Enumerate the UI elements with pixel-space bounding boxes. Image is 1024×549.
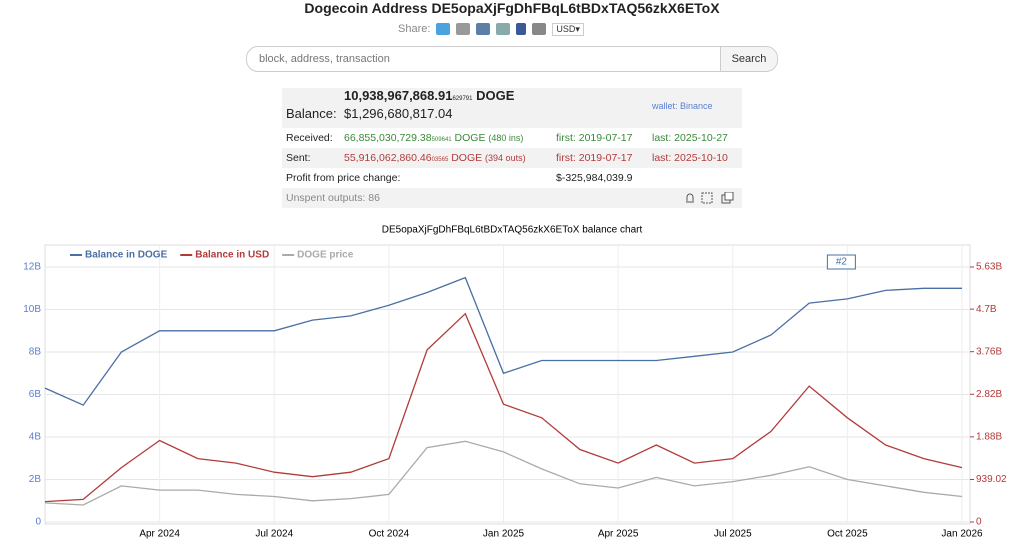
count: (394 outs) xyxy=(485,153,526,163)
share-bar: Share: USD▾ xyxy=(398,22,584,36)
profit-value: $-325,984,039.9 xyxy=(556,172,633,184)
search-placeholder: block, address, transaction xyxy=(259,53,390,65)
amount-small: 03565 xyxy=(431,157,449,163)
y-tick-label: 12B xyxy=(23,262,41,273)
x-tick-label: Apr 2024 xyxy=(139,529,180,540)
y-tick-label: 6B xyxy=(29,389,42,400)
x-tick-label: Jul 2024 xyxy=(255,529,293,540)
series-line xyxy=(44,276,962,406)
annotation-box xyxy=(826,254,856,270)
currency-select[interactable]: USD▾ xyxy=(552,22,584,36)
page-title: Dogecoin Address DE5opaXjFgDhFBqL6tBDxTA… xyxy=(304,0,720,16)
balance-chart: DE5opaXjFgDhFBqL6tBDxTAQ56zkX6EToX balan… xyxy=(23,225,1007,540)
received-row: Received: 66,855,030,729.38509641 DOGE (… xyxy=(282,128,742,148)
share-icons[interactable] xyxy=(436,22,547,36)
balance-small: 629791 xyxy=(452,96,473,102)
legend-label: Balance in DOGE xyxy=(85,250,168,261)
y2-tick-label: 0 xyxy=(976,517,982,528)
search-button[interactable]: Search xyxy=(720,47,777,71)
received-first: first: 2019-07-17 xyxy=(556,132,633,144)
y2-tick-label: 3.76B xyxy=(976,346,1002,357)
sent-row: Sent: 55,916,062,860.4603565 DOGE (394 o… xyxy=(282,148,742,168)
sent-amount: 55,916,062,860.4603565 DOGE (394 outs) xyxy=(344,148,526,170)
balance-usd: $1,296,680,817.04 xyxy=(344,106,453,121)
x-tick-label: Apr 2025 xyxy=(598,529,639,540)
balance-row: 10,938,967,868.91629791 DOGE Balance: $1… xyxy=(282,88,742,128)
unit: DOGE xyxy=(454,132,486,144)
received-last: last: 2025-10-27 xyxy=(652,132,728,144)
amount: 66,855,030,729.38 xyxy=(344,132,432,144)
y-tick-label: 4B xyxy=(29,432,42,443)
unspent-outputs: Unspent outputs: 86 xyxy=(286,192,380,204)
x-tick-label: Jul 2025 xyxy=(714,529,752,540)
balance-unit: DOGE xyxy=(476,88,515,103)
y-tick-label: 8B xyxy=(29,347,42,358)
unspent-row: Unspent outputs: 86 xyxy=(282,188,742,208)
annotation-label: #2 xyxy=(836,257,848,268)
sent-first: first: 2019-07-17 xyxy=(556,152,633,164)
profit-label: Profit from price change: xyxy=(286,172,401,184)
series-line xyxy=(44,312,963,503)
y2-tick-label: 4.7B xyxy=(976,304,997,315)
share-label: Share: xyxy=(398,23,431,35)
unit: DOGE xyxy=(451,152,483,164)
y2-tick-label: 5.63B xyxy=(976,262,1002,273)
count: (480 ins) xyxy=(488,133,524,143)
chart-title: DE5opaXjFgDhFBqL6tBDxTAQ56zkX6EToX balan… xyxy=(382,225,643,236)
x-tick-label: Oct 2024 xyxy=(369,529,410,540)
x-tick-label: Jan 2026 xyxy=(941,529,983,540)
x-tick-label: Oct 2025 xyxy=(827,529,868,540)
balance-label: Balance: xyxy=(286,106,337,121)
y-tick-label: 2B xyxy=(29,474,42,485)
x-tick-label: Jan 2025 xyxy=(483,529,525,540)
amount-small: 509641 xyxy=(431,137,452,143)
series-line xyxy=(44,440,963,506)
balance-amount: 10,938,967,868.91 xyxy=(344,88,453,103)
received-label: Received: xyxy=(286,132,333,144)
y2-tick-label: 2.82B xyxy=(976,389,1002,400)
search-box[interactable]: block, address, transaction Search xyxy=(246,46,778,72)
y2-tick-label: 939.02 xyxy=(976,474,1007,485)
plot-frame xyxy=(44,244,971,525)
legend-label: DOGE price xyxy=(297,250,354,261)
y-tick-label: 0 xyxy=(35,517,41,528)
summary-box: 10,938,967,868.91629791 DOGE Balance: $1… xyxy=(282,88,742,212)
sent-last: last: 2025-10-10 xyxy=(652,152,728,164)
y2-tick-label: 1.88B xyxy=(976,431,1002,442)
received-amount: 66,855,030,729.38509641 DOGE (480 ins) xyxy=(344,128,523,150)
wallet-link[interactable]: wallet: Binance xyxy=(652,101,713,111)
balance-doge: 10,938,967,868.91629791 DOGE xyxy=(344,86,514,109)
action-icons[interactable] xyxy=(682,192,738,204)
y-tick-label: 10B xyxy=(23,304,41,315)
legend-label: Balance in USD xyxy=(195,250,269,261)
amount: 55,916,062,860.46 xyxy=(344,152,432,164)
profit-row: Profit from price change: $-325,984,039.… xyxy=(282,168,742,188)
sent-label: Sent: xyxy=(286,152,311,164)
